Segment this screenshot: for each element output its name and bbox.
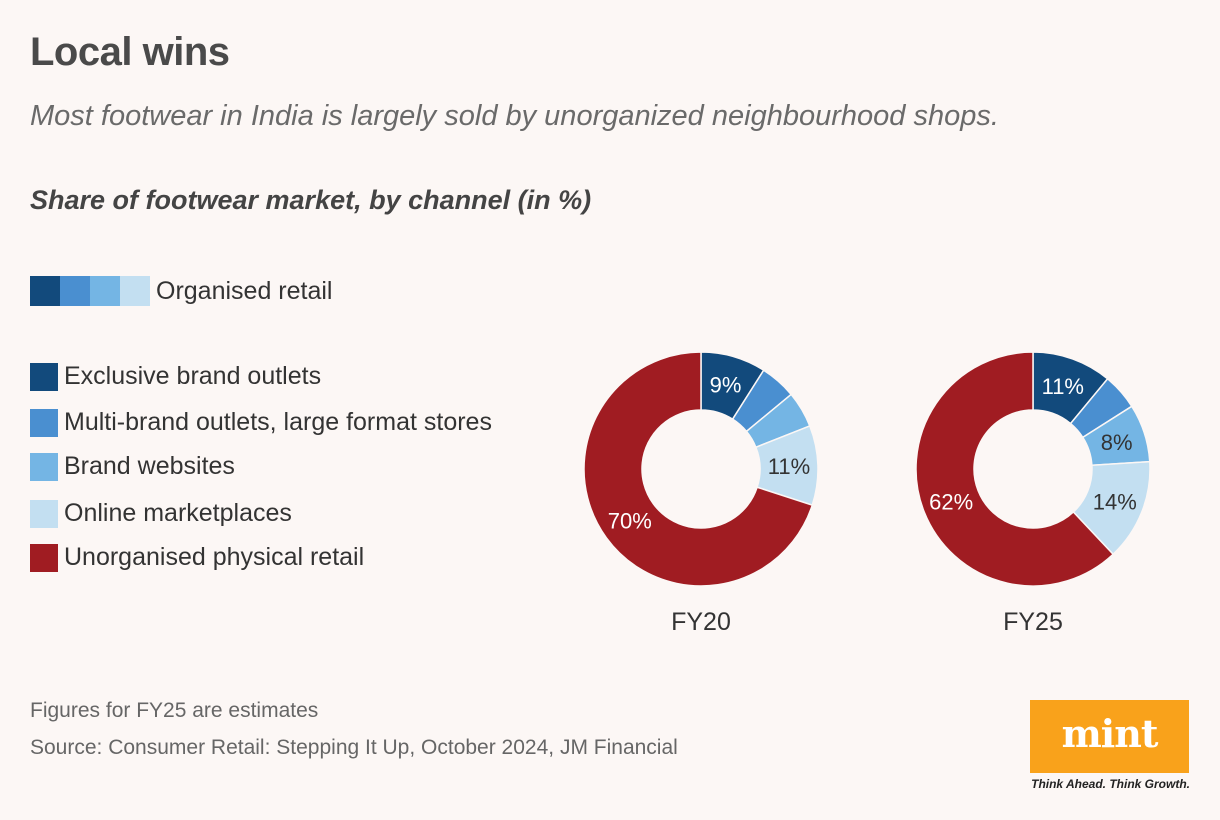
logo-tagline: Think Ahead. Think Growth. bbox=[1031, 777, 1190, 791]
donut-slice-fy20-5 bbox=[583, 351, 814, 587]
legend-item-brand-websites: Brand websites bbox=[30, 452, 235, 481]
data-label-fy25-1: 11% bbox=[1042, 374, 1084, 399]
legend-label: Unorganised physical retail bbox=[64, 543, 365, 571]
group-swatch-1 bbox=[30, 276, 60, 306]
group-swatch-3 bbox=[90, 276, 120, 306]
data-label-fy20-4: 11% bbox=[768, 454, 810, 479]
data-label-fy20-1: 9% bbox=[710, 372, 742, 397]
organised-retail-legend: Organised retail bbox=[30, 276, 332, 306]
legend-item-unorganised-physical-retail: Unorganised physical retail bbox=[30, 543, 364, 572]
legend-label: Online marketplaces bbox=[64, 499, 292, 527]
logo-wordmark: mint bbox=[1061, 711, 1159, 756]
donut-caption-fy20: FY20 bbox=[671, 608, 731, 636]
footnote: Figures for FY25 are estimates bbox=[30, 699, 319, 722]
legend-label: Multi-brand outlets, large format stores bbox=[64, 408, 492, 436]
legend-swatch bbox=[30, 543, 58, 572]
legend-swatch bbox=[30, 408, 58, 437]
legend-swatch bbox=[30, 499, 58, 528]
data-label-fy25-3: 8% bbox=[1101, 430, 1133, 455]
mint-logo: mint bbox=[1030, 700, 1189, 773]
data-label-fy25-5: 62% bbox=[929, 489, 973, 514]
chart-subtitle: Most footwear in India is largely sold b… bbox=[30, 100, 999, 132]
source-note: Source: Consumer Retail: Stepping It Up,… bbox=[30, 736, 678, 759]
data-label-fy25-4: 14% bbox=[1093, 489, 1137, 514]
donut-caption-fy25: FY25 bbox=[1003, 608, 1063, 636]
legend-item-exclusive-brand-outlets: Exclusive brand outlets bbox=[30, 362, 321, 391]
chart-title: Local wins bbox=[30, 30, 230, 74]
legend-swatch bbox=[30, 452, 58, 481]
donut-slice-fy25-5 bbox=[915, 351, 1115, 587]
group-swatch-2 bbox=[60, 276, 90, 306]
legend-label: Brand websites bbox=[64, 452, 235, 480]
legend-item-multi-brand-outlets: Multi-brand outlets, large format stores bbox=[30, 408, 492, 437]
chart-heading: Share of footwear market, by channel (in… bbox=[30, 185, 592, 215]
data-label-fy20-5: 70% bbox=[608, 509, 652, 534]
legend-swatch bbox=[30, 362, 58, 391]
organised-retail-label: Organised retail bbox=[156, 276, 333, 305]
legend-item-online-marketplaces: Online marketplaces bbox=[30, 499, 292, 528]
legend-label: Exclusive brand outlets bbox=[64, 362, 322, 390]
group-swatch-4 bbox=[120, 276, 150, 306]
